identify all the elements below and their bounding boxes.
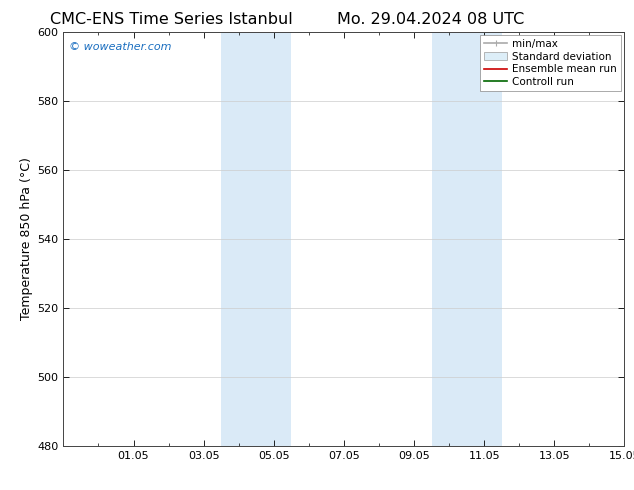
Bar xyxy=(256,32,292,446)
Y-axis label: Temperature 850 hPa (°C): Temperature 850 hPa (°C) xyxy=(20,157,33,320)
Bar xyxy=(432,32,467,446)
Text: © woweather.com: © woweather.com xyxy=(69,42,172,52)
Text: CMC-ENS Time Series Istanbul: CMC-ENS Time Series Istanbul xyxy=(50,12,292,27)
Bar xyxy=(467,32,501,446)
Text: Mo. 29.04.2024 08 UTC: Mo. 29.04.2024 08 UTC xyxy=(337,12,525,27)
Bar xyxy=(221,32,256,446)
Legend: min/max, Standard deviation, Ensemble mean run, Controll run: min/max, Standard deviation, Ensemble me… xyxy=(480,35,621,91)
